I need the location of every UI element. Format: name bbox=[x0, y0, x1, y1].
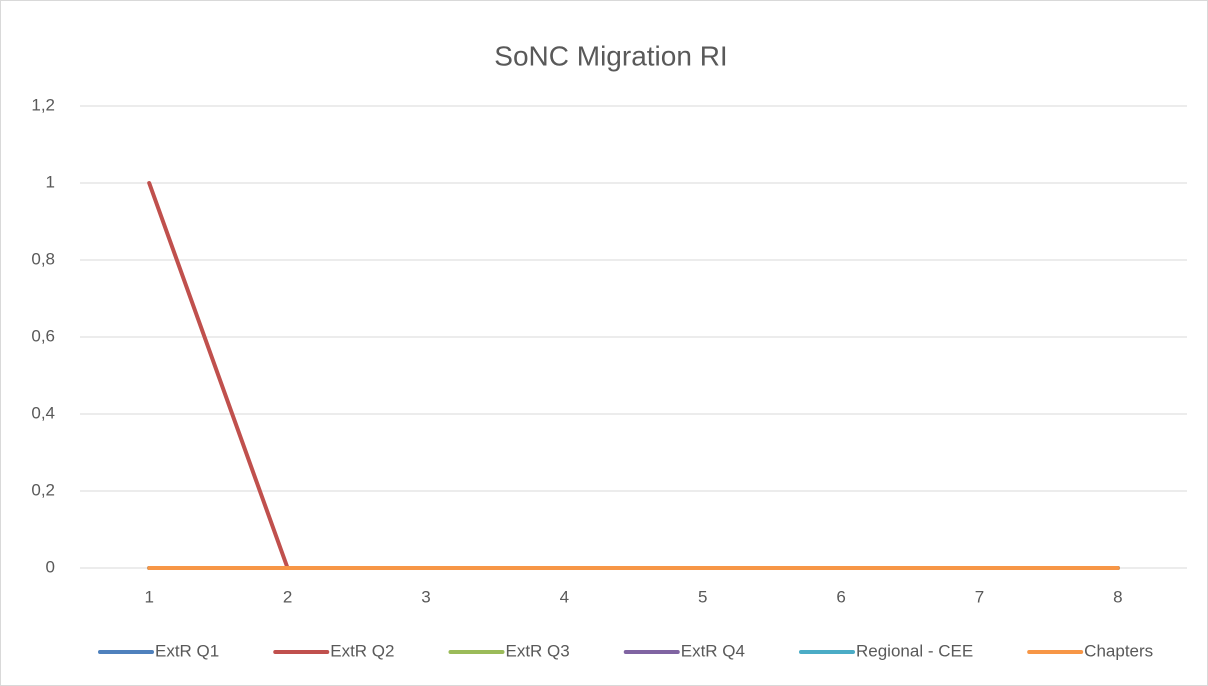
legend-label: ExtR Q3 bbox=[506, 641, 570, 660]
x-tick-label: 2 bbox=[283, 587, 292, 606]
y-tick-label: 0,4 bbox=[31, 403, 55, 422]
x-tick-label: 6 bbox=[836, 587, 845, 606]
y-tick-label: 0,6 bbox=[31, 326, 55, 345]
x-tick-label: 4 bbox=[560, 587, 569, 606]
chart-title: SoNC Migration RI bbox=[494, 40, 727, 71]
x-tick-label: 5 bbox=[698, 587, 707, 606]
x-tick-label: 3 bbox=[421, 587, 430, 606]
legend-label: ExtR Q4 bbox=[681, 641, 745, 660]
legend-label: ExtR Q2 bbox=[330, 641, 394, 660]
y-tick-label: 1 bbox=[46, 172, 55, 191]
x-tick-label: 8 bbox=[1113, 587, 1122, 606]
x-tick-label: 1 bbox=[144, 587, 153, 606]
y-tick-label: 0,2 bbox=[31, 480, 55, 499]
legend-label: Regional - CEE bbox=[856, 641, 973, 660]
y-tick-label: 0 bbox=[46, 557, 55, 576]
legend-label: Chapters bbox=[1084, 641, 1153, 660]
legend-label: ExtR Q1 bbox=[155, 641, 219, 660]
y-tick-label: 0,8 bbox=[31, 249, 55, 268]
y-tick-label: 1,2 bbox=[31, 95, 55, 114]
x-tick-label: 7 bbox=[975, 587, 984, 606]
